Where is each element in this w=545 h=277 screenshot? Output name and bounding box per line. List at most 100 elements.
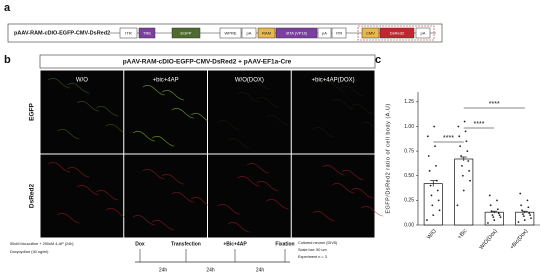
data-point (527, 206, 530, 209)
cell-signal (217, 204, 241, 215)
data-point (460, 155, 462, 157)
cell-signal (47, 78, 71, 89)
cell-signal (152, 136, 175, 147)
micrographs (40, 70, 384, 238)
cell-signal (96, 190, 119, 201)
cell-signal (322, 165, 345, 176)
construct-name: pAAV-RAM-cDIO-EGFP-CMV-DsRed2 (14, 30, 110, 36)
bar (423, 183, 443, 226)
element-label: RAM (262, 31, 271, 36)
cell-signal (341, 86, 364, 97)
element-label: pA (247, 31, 252, 36)
y-tick-label: 0.75 (404, 148, 414, 154)
data-point (522, 215, 525, 218)
construct-element (361, 27, 380, 39)
data-point (427, 155, 430, 157)
cell-signal (256, 97, 279, 108)
data-point (523, 219, 526, 221)
data-point (434, 145, 436, 148)
cell-signal (171, 192, 194, 203)
data-point (496, 199, 498, 202)
cell-signal (171, 108, 194, 119)
data-point (429, 184, 432, 187)
data-point (498, 214, 501, 217)
data-point (433, 125, 436, 128)
cell-signal (312, 127, 335, 138)
timeline-label: Dox (135, 241, 145, 247)
data-point (469, 179, 471, 182)
construct-element (317, 27, 332, 39)
cell-signal (332, 99, 355, 110)
title-bar (39, 54, 376, 69)
panel-title: pAAV-RAM-cDIO-EGFP-CMV-DsRed2 + pAAV-EF1… (123, 59, 292, 66)
cell-signal (161, 174, 185, 185)
cell-signal (246, 163, 270, 174)
construct-element (379, 27, 415, 39)
data-point (428, 169, 431, 172)
element-label: pA (322, 31, 327, 36)
cell-signal (217, 120, 241, 131)
data-point (426, 135, 429, 138)
panel-label: b (4, 54, 11, 66)
data-point (517, 221, 520, 223)
significance-label: **** (489, 101, 500, 108)
data-point (519, 192, 522, 195)
micrograph (291, 70, 375, 154)
x-tick-label: W/O(Dox) (479, 228, 499, 251)
construct-element (415, 27, 431, 39)
note: 50uM bicuculline + 250uM 4-AP (24h) (10, 242, 74, 246)
cell-signal (76, 185, 100, 196)
interval: 24h (206, 267, 215, 273)
cell-signal (132, 131, 156, 142)
construct-element (171, 27, 201, 39)
data-point (499, 216, 502, 219)
element-label: WPRE (225, 31, 237, 36)
data-point (466, 150, 469, 153)
construct-element (257, 27, 276, 39)
significance-label: **** (474, 121, 485, 128)
column-label: +bic+4AP(DOX) (312, 78, 355, 84)
element-label: CMV (366, 31, 375, 36)
note: Doxycycline (40 ng/ml) (10, 250, 49, 254)
micrograph (208, 154, 291, 238)
data-point (468, 169, 471, 172)
cell-signal (322, 81, 345, 92)
cell-signal (361, 206, 384, 217)
row-label: EGFP (29, 102, 36, 120)
data-point (464, 130, 467, 133)
cell-signal (142, 169, 165, 180)
x-tick-label: +Bic (457, 228, 469, 240)
y-tick-label: 0.50 (404, 173, 414, 179)
cell-signal (227, 138, 250, 149)
data-point (496, 208, 499, 211)
micrograph (40, 70, 124, 154)
cell-signal (227, 222, 250, 233)
data-point (426, 219, 428, 221)
construct-element (219, 27, 242, 39)
cell-signal (361, 122, 384, 133)
cell-signal (47, 162, 71, 173)
data-point (456, 204, 459, 207)
construct-element (119, 27, 138, 39)
cell-signal (142, 85, 165, 96)
y-tick-label: 1.00 (404, 124, 414, 130)
column-label: W/O (76, 78, 88, 84)
interval: 24h (159, 267, 168, 273)
data-point (435, 179, 438, 182)
cell-signal (132, 215, 156, 226)
panel-label: a (4, 2, 11, 14)
data-point (462, 189, 465, 192)
data-point (438, 209, 441, 212)
data-point (492, 216, 495, 219)
element-label: pA (421, 31, 426, 36)
cell-signal (237, 176, 260, 187)
significance-label: **** (443, 135, 454, 142)
data-point (530, 217, 532, 220)
cell-signal (351, 188, 374, 199)
y-tick-label: 0.00 (404, 222, 414, 228)
timeline-label: Fixation (275, 241, 294, 247)
data-point (520, 204, 523, 207)
construct-element (275, 27, 318, 39)
note: Scale bar: 50 um (298, 248, 327, 252)
data-point (437, 199, 440, 202)
